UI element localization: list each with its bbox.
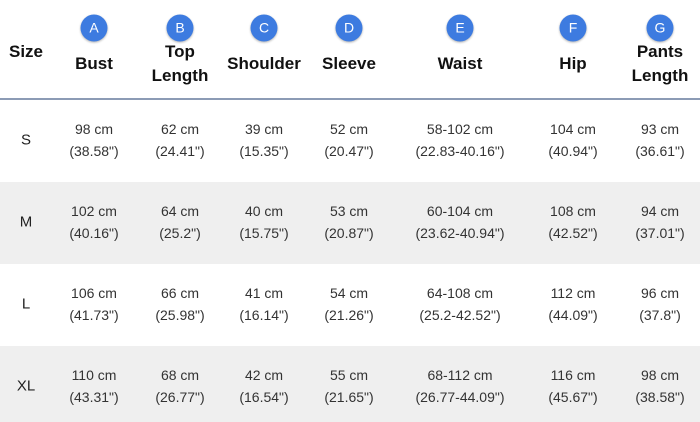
measurement: 102 cm <box>71 203 117 219</box>
measurement: (20.47") <box>324 143 374 159</box>
measurement: 68 cm <box>160 367 200 383</box>
measurement: (16.14") <box>239 307 289 323</box>
measurement: 98 cm <box>74 121 114 137</box>
row-background <box>0 182 700 264</box>
measurement: (26.77") <box>155 389 205 405</box>
size-label: M <box>19 213 33 231</box>
column-header: Hip <box>559 54 587 73</box>
column-header: Bust <box>75 54 113 73</box>
measurement: 41 cm <box>244 285 284 301</box>
measurement: 96 cm <box>640 285 680 301</box>
measurement: 66 cm <box>160 285 200 301</box>
measurement: (22.83-40.16") <box>415 143 505 159</box>
measurement: (21.65") <box>324 389 374 405</box>
measurement: 64-108 cm <box>426 285 494 301</box>
measurement: (37.01") <box>635 225 685 241</box>
size-label: L <box>21 295 31 313</box>
measurement: (42.52") <box>548 225 598 241</box>
measurement: 68-112 cm <box>427 367 493 383</box>
column-badge: B <box>166 14 194 42</box>
column-badge: D <box>335 14 363 42</box>
measurement: (44.09") <box>548 307 598 323</box>
measurement: 60-104 cm <box>426 203 494 219</box>
measurement: (38.58") <box>635 389 685 405</box>
column-header: Size <box>8 42 44 61</box>
measurement: (45.67") <box>548 389 598 405</box>
measurement: (41.73") <box>69 307 119 323</box>
measurement: 108 cm <box>550 203 596 219</box>
measurement: (20.87") <box>324 225 374 241</box>
measurement: 53 cm <box>329 203 369 219</box>
column-header: Shoulder <box>227 54 301 73</box>
measurement: 62 cm <box>160 121 200 137</box>
row-background <box>0 346 700 422</box>
measurement: 116 cm <box>550 367 596 383</box>
column-badge: G <box>646 14 674 42</box>
measurement: (23.62-40.94") <box>415 225 505 241</box>
column-header: Pants Length <box>631 42 689 85</box>
size-label: S <box>20 131 32 149</box>
measurement: 110 cm <box>71 367 117 383</box>
measurement: 55 cm <box>329 367 369 383</box>
measurement: 98 cm <box>640 367 680 383</box>
measurement: (26.77-44.09") <box>415 389 505 405</box>
measurement: (38.58") <box>69 143 119 159</box>
measurement: 40 cm <box>244 203 284 219</box>
column-header: Sleeve <box>322 54 376 73</box>
column-badge: A <box>80 14 108 42</box>
measurement: (25.98") <box>155 307 205 323</box>
measurement: 112 cm <box>550 285 596 301</box>
measurement: 94 cm <box>640 203 680 219</box>
measurement: (36.61") <box>635 143 685 159</box>
header-rule <box>0 98 700 100</box>
measurement: (25.2-42.52") <box>419 307 501 323</box>
measurement: 106 cm <box>71 285 117 301</box>
column-header: Top Length <box>151 42 209 85</box>
measurement: (15.35") <box>239 143 289 159</box>
measurement: (21.26") <box>324 307 374 323</box>
measurement: 52 cm <box>329 121 369 137</box>
measurement: 93 cm <box>640 121 680 137</box>
measurement: 64 cm <box>160 203 200 219</box>
measurement: (40.94") <box>548 143 598 159</box>
column-badge: E <box>446 14 474 42</box>
measurement: 104 cm <box>550 121 596 137</box>
column-header: Waist <box>437 54 483 73</box>
measurement: (40.16") <box>69 225 119 241</box>
column-badge: C <box>250 14 278 42</box>
measurement: 39 cm <box>244 121 284 137</box>
measurement: (15.75") <box>239 225 289 241</box>
measurement: 42 cm <box>244 367 284 383</box>
measurement: 58-102 cm <box>426 121 494 137</box>
measurement: (37.8") <box>639 307 681 323</box>
size-label: XL <box>16 377 36 395</box>
measurement: 54 cm <box>329 285 369 301</box>
measurement: (25.2") <box>159 225 201 241</box>
measurement: (24.41") <box>155 143 205 159</box>
column-badge: F <box>559 14 587 42</box>
measurement: (43.31") <box>69 389 119 405</box>
measurement: (16.54") <box>239 389 289 405</box>
